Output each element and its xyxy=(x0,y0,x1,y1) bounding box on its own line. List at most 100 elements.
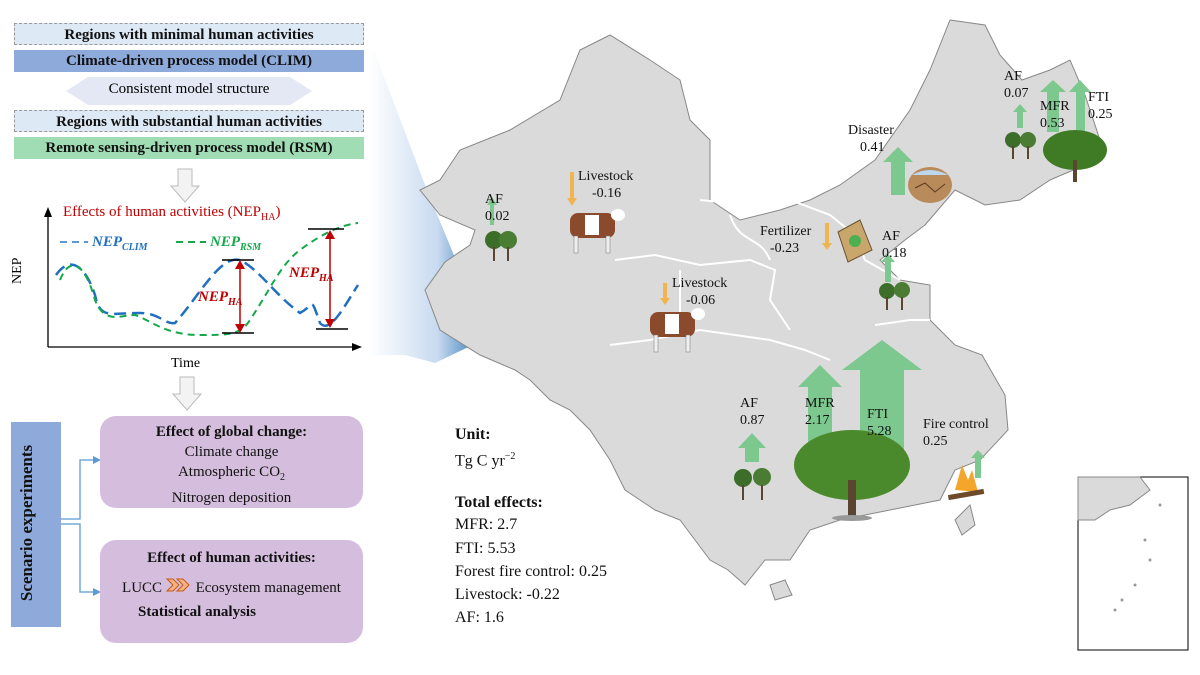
label-value: 5.28 xyxy=(867,424,892,439)
global-change-box: Effect of global change: Climate change … xyxy=(100,416,363,508)
map-label-fire-control: Fire control 0.25 xyxy=(923,416,989,450)
connector-arrows xyxy=(61,456,101,596)
label-value: 0.18 xyxy=(882,246,907,261)
unit-text: Tg C yr xyxy=(455,452,505,470)
arrow-mfr-ne xyxy=(1040,80,1066,132)
nep-ha-label-2: NEPHA xyxy=(289,265,333,284)
total-livestock: Livestock: -0.22 xyxy=(455,586,560,603)
label-name: Livestock xyxy=(578,169,634,184)
map-label-disaster: Disaster 0.41 xyxy=(848,122,894,156)
map-label-mfr-ne: MFR 0.53 xyxy=(1040,98,1070,132)
title-end: ) xyxy=(275,204,281,220)
drought-land-icon xyxy=(908,167,952,203)
campfire-icon xyxy=(947,465,985,501)
legend-rsm-sub: RSM xyxy=(240,242,262,253)
nitrogen-item: Nitrogen deposition xyxy=(171,490,292,506)
legend-nep-rsm: NEPRSM xyxy=(210,234,261,253)
diff-text: NEP xyxy=(289,265,319,281)
map-label-af-ne: AF 0.07 xyxy=(1004,68,1029,102)
legend-nep-clim: NEPCLIM xyxy=(92,234,148,253)
scenario-experiments-bar: Scenario experiments xyxy=(11,422,61,627)
label-value: 0.87 xyxy=(740,413,765,428)
total-effects-title: Total effects: xyxy=(455,494,543,511)
human-activities-box: Effect of human activities: LUCC Ecosyst… xyxy=(100,540,363,643)
map-outline xyxy=(419,19,1101,586)
diff-sub: HA xyxy=(319,273,334,284)
title-text: Effects of human activities (NEP xyxy=(63,204,262,220)
label-name: Livestock xyxy=(672,276,728,291)
label-value: -0.23 xyxy=(770,241,800,256)
co2-sub: 2 xyxy=(280,472,286,483)
unit-title: Unit: xyxy=(455,426,491,443)
label-name: AF xyxy=(882,229,900,244)
nep-clim-curve xyxy=(54,258,360,327)
arrow-af-north xyxy=(881,254,895,282)
map-label-livestock-nw: Livestock -0.16 xyxy=(578,168,633,202)
label-value: 2.17 xyxy=(805,413,830,428)
schematic-title: Effects of human activities (NEPHA) xyxy=(63,204,280,223)
total-fire-control: Forest fire control: 0.25 xyxy=(455,563,607,580)
minimal-regions-bar: Regions with minimal human activities xyxy=(14,23,364,45)
label-name: FTI xyxy=(1088,90,1109,105)
fertilizer-bag-icon xyxy=(837,219,873,263)
label-value: -0.16 xyxy=(592,186,622,201)
co2-text: Atmospheric CO xyxy=(177,464,281,480)
nep-rsm-curve xyxy=(59,222,359,337)
down-arrow-icon xyxy=(172,376,202,411)
arrow-disaster xyxy=(883,147,913,195)
legend-clim-text: NEP xyxy=(92,234,122,250)
human-activities-title: Effect of human activities: xyxy=(147,550,316,566)
tree-icons xyxy=(485,130,1107,521)
arrow-livestock-nw xyxy=(567,172,577,206)
label-name: Fertilizer xyxy=(760,224,812,239)
chevron-arrows-icon xyxy=(165,578,190,592)
label-name: AF xyxy=(485,192,503,207)
down-arrow-icon xyxy=(170,168,200,203)
co2-item: Atmospheric CO2 xyxy=(100,462,363,488)
diff-text: NEP xyxy=(198,289,228,305)
cow-icon-w xyxy=(650,308,705,353)
global-change-title: Effect of global change: xyxy=(155,424,308,440)
statistical-analysis-label: Statistical analysis xyxy=(138,604,256,620)
unit-sup: −2 xyxy=(504,451,516,462)
map-label-af-north: AF 0.18 xyxy=(882,228,907,262)
lucc-row: LUCC Ecosystem management xyxy=(100,578,363,598)
arrow-af-south xyxy=(738,433,766,462)
clim-model-bar: Climate-driven process model (CLIM) xyxy=(14,50,364,72)
label-name: MFR xyxy=(1040,99,1070,114)
ecosystem-management-label: Ecosystem management xyxy=(195,580,341,596)
title-sub: HA xyxy=(261,212,276,223)
nep-ha-label-1: NEPHA xyxy=(198,289,242,308)
legend-clim-sub: CLIM xyxy=(122,242,148,253)
map-label-af-south: AF 0.87 xyxy=(740,395,765,429)
label-name: MFR xyxy=(805,396,835,411)
total-fti: FTI: 5.53 xyxy=(455,540,516,557)
label-value: 0.07 xyxy=(1004,86,1029,101)
map-label-livestock-w: Livestock -0.06 xyxy=(672,275,727,309)
label-name: FTI xyxy=(867,407,888,422)
legend-rsm-text: NEP xyxy=(210,234,240,250)
map-label-fti-south: FTI 5.28 xyxy=(867,406,892,440)
label-name: Fire control xyxy=(923,417,989,432)
map-label-fertilizer: Fertilizer -0.23 xyxy=(760,223,811,257)
unit-value: Tg C yr−2 xyxy=(455,446,515,472)
trees-icon-north xyxy=(879,282,910,310)
label-value: 0.53 xyxy=(1040,116,1065,131)
nep-schematic xyxy=(44,207,362,351)
total-mfr: MFR: 2.7 xyxy=(455,516,518,533)
label-value: 0.25 xyxy=(1088,107,1113,122)
diff-sub: HA xyxy=(228,297,243,308)
label-value: 0.41 xyxy=(860,140,885,155)
x-axis-label: Time xyxy=(171,356,201,371)
trees-icon-ne xyxy=(1005,132,1036,159)
label-value: -0.06 xyxy=(686,293,716,308)
arrow-af-ne xyxy=(1013,104,1027,128)
trees-icon-nw xyxy=(485,231,517,261)
label-name: Disaster xyxy=(848,123,894,138)
climate-change-item: Climate change xyxy=(184,444,279,460)
arrow-fti-ne xyxy=(1069,80,1091,132)
substantial-regions-bar: Regions with substantial human activitie… xyxy=(14,110,364,132)
label-name: AF xyxy=(740,396,758,411)
map-label-fti-ne: FTI 0.25 xyxy=(1088,89,1113,123)
